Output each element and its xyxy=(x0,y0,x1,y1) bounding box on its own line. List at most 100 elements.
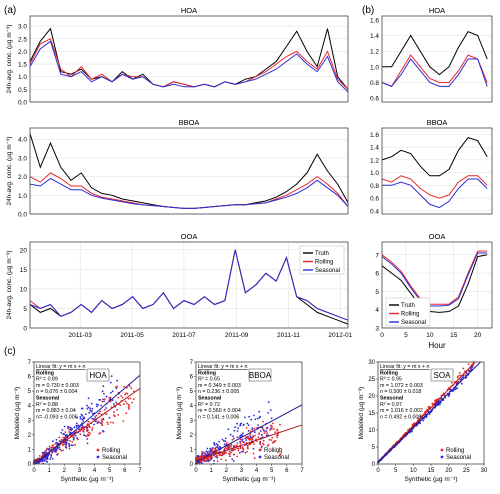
c_bboa-point-rolling xyxy=(274,439,277,442)
c_hoa-point-seasonal xyxy=(63,425,66,428)
c_hoa-point-seasonal xyxy=(61,429,64,431)
c_bboa-point-rolling xyxy=(271,426,273,428)
c_soa-fit-text: Rolling xyxy=(380,370,398,376)
c_bboa-point-seasonal xyxy=(232,460,235,462)
c_bboa-point-rolling xyxy=(274,431,277,434)
a_ooa-xtick-label: 2011-11 xyxy=(277,332,300,339)
c_bboa-xtick-label: 2 xyxy=(225,468,229,474)
c_hoa-point-rolling xyxy=(131,401,134,404)
c_hoa-point-seasonal xyxy=(53,450,55,453)
c_hoa-point-seasonal xyxy=(77,428,80,431)
b_ooa-legend-label-rolling: Rolling xyxy=(401,312,419,318)
c_hoa-point-seasonal xyxy=(110,375,113,377)
c_soa-xtick-label: 20 xyxy=(445,468,452,474)
c_bboa-point-rolling xyxy=(209,456,212,459)
c_bboa-point-rolling xyxy=(211,448,214,450)
c_bboa-point-seasonal xyxy=(267,412,269,414)
c_bboa-point-seasonal xyxy=(242,432,244,435)
c_hoa-point-seasonal xyxy=(58,448,61,451)
c_bboa-point-seasonal xyxy=(242,424,245,427)
c_soa-ytick-label: 30 xyxy=(368,360,375,366)
b_bboa-ytick-label: 0.4 xyxy=(370,208,379,215)
c_hoa-point-seasonal xyxy=(77,424,80,427)
c_bboa-fit-text: R² = 0.72 xyxy=(198,402,220,408)
c_bboa-point-rolling xyxy=(259,443,262,446)
c_hoa-point-rolling xyxy=(123,403,125,406)
c_hoa-ytick-label: 4 xyxy=(28,404,32,410)
a_ooa-xtick-label: 2012-01 xyxy=(328,332,352,339)
c_hoa-point-seasonal xyxy=(89,407,91,410)
c_bboa-point-seasonal xyxy=(222,440,225,442)
c_bboa-point-rolling xyxy=(252,452,255,455)
c_soa-legend-marker-seasonal xyxy=(440,455,444,459)
c_hoa-point-seasonal xyxy=(96,422,99,424)
c_hoa-point-seasonal xyxy=(115,401,117,404)
c_soa-xtick-label: 10 xyxy=(410,468,417,474)
c_hoa-point-seasonal xyxy=(75,422,78,425)
c_hoa-point-seasonal xyxy=(82,431,85,433)
c_bboa-point-rolling xyxy=(251,436,254,439)
panel-label-b: (b) xyxy=(362,5,374,16)
c_bboa-point-seasonal xyxy=(240,422,243,425)
panel-label-a: (a) xyxy=(4,5,16,16)
c_hoa-point-seasonal xyxy=(99,399,102,401)
c_soa-fit-text: Linear fit: y = m x + n xyxy=(380,364,430,370)
c_hoa-point-rolling xyxy=(116,408,118,411)
c_bboa-point-rolling xyxy=(207,458,210,460)
c_hoa-point-seasonal xyxy=(103,400,105,403)
a_ooa-xtick-label: 2011-05 xyxy=(120,332,144,339)
c_hoa-point-seasonal xyxy=(98,412,101,415)
c_bboa-ytick-label: 0 xyxy=(190,462,194,468)
c_bboa-point-seasonal xyxy=(259,415,262,418)
c_hoa-point-seasonal xyxy=(46,455,49,457)
a_ooa-xtick-label: 2011-09 xyxy=(225,332,249,339)
c_bboa-fitline-rolling xyxy=(195,424,303,462)
c_bboa-point-rolling xyxy=(234,445,236,447)
c_bboa-point-seasonal xyxy=(233,429,236,432)
a_ooa-ytick-label: 10 xyxy=(20,286,28,293)
c_hoa-point-rolling xyxy=(116,385,118,388)
a_ooa-frame xyxy=(29,241,349,329)
c_hoa-xtick-label: 4 xyxy=(93,468,97,474)
c_hoa-point-rolling xyxy=(127,397,130,400)
c_hoa-point-seasonal xyxy=(110,391,112,394)
c_bboa-xtick-label: 1 xyxy=(209,468,213,474)
c_hoa-point-seasonal xyxy=(65,442,67,444)
c_soa-point-seasonal xyxy=(462,374,465,377)
c_bboa-point-seasonal xyxy=(217,444,219,446)
c_soa-point-seasonal xyxy=(422,419,425,422)
c_bboa-point-seasonal xyxy=(239,451,241,454)
c_hoa-point-seasonal xyxy=(41,451,44,454)
c_bboa-point-seasonal xyxy=(253,414,255,417)
c_bboa-point-rolling xyxy=(228,444,231,447)
b_ooa-xlabel: Hour xyxy=(428,341,446,350)
c_hoa-point-seasonal xyxy=(103,392,105,395)
b_ooa-xtick-label: 0 xyxy=(380,332,384,339)
c_bboa-point-seasonal xyxy=(251,427,254,430)
c_hoa-point-seasonal xyxy=(105,395,108,398)
c_bboa-point-seasonal xyxy=(230,449,233,452)
c_hoa-point-seasonal xyxy=(72,436,75,439)
c_hoa-point-seasonal xyxy=(90,402,93,405)
c_hoa-point-rolling xyxy=(120,395,123,397)
c_hoa-fit-text: R² = 0.89 xyxy=(36,377,58,383)
a_hoa-series-truth xyxy=(29,27,349,90)
c_hoa-point-seasonal xyxy=(89,409,92,412)
c_hoa-point-rolling xyxy=(117,396,120,399)
c_hoa-point-rolling xyxy=(69,440,71,442)
b_ooa-xtick-label: 10 xyxy=(426,332,434,339)
c_soa-point-rolling xyxy=(435,399,437,402)
a_hoa-ytick-label: 0.5 xyxy=(18,87,27,94)
c_bboa-point-rolling xyxy=(256,426,259,429)
c_hoa-ytick-label: 0 xyxy=(28,462,32,468)
c_hoa-point-rolling xyxy=(106,421,109,424)
c_hoa-xlabel: Synthetic (µg m⁻³) xyxy=(60,476,113,483)
c_hoa-point-seasonal xyxy=(65,435,67,437)
c_bboa-point-rolling xyxy=(279,423,281,426)
c_bboa-point-rolling xyxy=(253,457,256,460)
c_soa-ytick-label: 20 xyxy=(368,394,375,400)
c_bboa-point-rolling xyxy=(272,422,274,425)
c_hoa-point-seasonal xyxy=(105,407,107,409)
c_bboa-point-rolling xyxy=(247,447,249,450)
c_soa-ytick-label: 10 xyxy=(368,428,375,434)
